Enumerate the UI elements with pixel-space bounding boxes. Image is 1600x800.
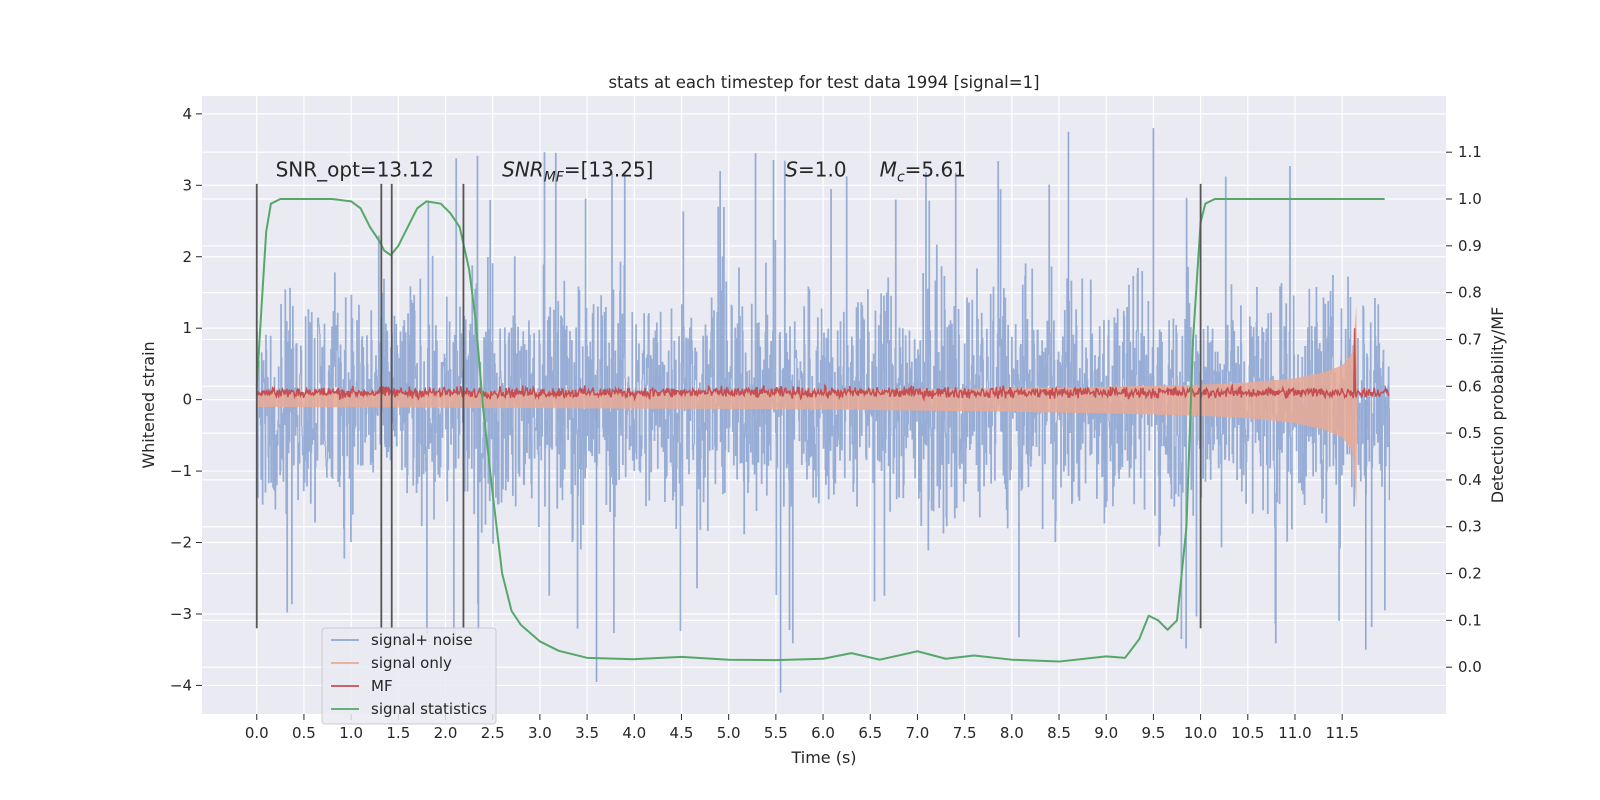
- y-tick-label: −2: [170, 534, 192, 552]
- y2-tick-label: 0.3: [1458, 518, 1482, 536]
- x-tick-label: 4.5: [670, 724, 694, 742]
- y-tick-label: 3: [182, 176, 192, 194]
- legend: signal+ noise signal only MF signal statist…: [321, 627, 497, 725]
- signal-statistics-line: [255, 198, 1385, 663]
- x-tick-label: 3.0: [528, 724, 552, 742]
- y-tick-label: 4: [182, 105, 192, 123]
- x-tick-label: 11.0: [1278, 724, 1311, 742]
- x-tick-label: 10.0: [1184, 724, 1217, 742]
- y2-axis-ticks: 0.0 0.1 0.2 0.3 0.4 0.5 0.6 0.7 0.8 0.9 1.0 1.1: [1446, 143, 1482, 676]
- x-tick-label: 1.5: [386, 724, 410, 742]
- y-tick-label: 0: [182, 391, 192, 409]
- y-tick-label: −3: [170, 605, 192, 623]
- x-tick-label: 7.0: [906, 724, 930, 742]
- y2-tick-label: 0.5: [1458, 424, 1482, 442]
- y2-tick-label: 0.4: [1458, 471, 1482, 489]
- legend-box: [321, 627, 497, 725]
- x-tick-label: 5.5: [764, 724, 788, 742]
- legend-label: signal statistics: [371, 700, 487, 718]
- signal-only-envelope: [256, 304, 1358, 506]
- x-tick-label: 3.5: [575, 724, 599, 742]
- legend-label: MF: [371, 677, 393, 695]
- x-tick-label: 2.5: [481, 724, 505, 742]
- y-tick-label: −1: [170, 462, 192, 480]
- y-axis-label: Whitened strain: [139, 341, 158, 468]
- annotation-text: SNR_opt=13.12: [276, 158, 434, 182]
- legend-label: signal only: [371, 654, 452, 672]
- x-tick-label: 1.0: [339, 724, 363, 742]
- x-tick-label: 6.5: [858, 724, 882, 742]
- y-axis-ticks: −4 −3 −2 −1 0 1 2 3 4: [170, 105, 202, 694]
- x-tick-label: 0.5: [292, 724, 316, 742]
- y2-axis-label: Detection probability/MF: [1488, 307, 1507, 504]
- x-tick-label: 9.0: [1094, 724, 1118, 742]
- y2-tick-label: 0.7: [1458, 330, 1482, 348]
- y2-tick-label: 0.8: [1458, 284, 1482, 302]
- annotation-text: Mc=5.61: [880, 158, 966, 186]
- annotation-text: S=1.0: [785, 158, 846, 182]
- x-tick-label: 11.5: [1325, 724, 1358, 742]
- y2-tick-label: 0.9: [1458, 237, 1482, 255]
- legend-label: signal+ noise: [371, 631, 473, 649]
- x-tick-label: 0.0: [245, 724, 269, 742]
- x-tick-label: 8.0: [1000, 724, 1024, 742]
- x-tick-label: 10.5: [1231, 724, 1264, 742]
- x-tick-label: 8.5: [1047, 724, 1071, 742]
- chart-title: stats at each timestep for test data 199…: [608, 73, 1039, 92]
- y2-tick-label: 1.1: [1458, 143, 1482, 161]
- x-tick-label: 7.5: [953, 724, 977, 742]
- y-tick-label: 2: [182, 248, 192, 266]
- x-tick-label: 9.5: [1141, 724, 1165, 742]
- y-tick-label: −4: [170, 676, 192, 694]
- y-tick-label: 1: [182, 319, 192, 337]
- x-axis-ticks: 0.0 0.5 1.0 1.5 2.0 2.5 3.0 3.5 4.0 4.5 5.0 5.5 6.0 6…: [245, 714, 1359, 742]
- y2-tick-label: 1.0: [1458, 190, 1482, 208]
- annotations: SNR_opt=13.12 SNRMF=[13.25] S=1.0 Mc=5.61: [276, 158, 966, 186]
- x-tick-label: 4.0: [622, 724, 646, 742]
- x-tick-label: 6.0: [811, 724, 835, 742]
- y2-tick-label: 0.0: [1458, 658, 1482, 676]
- x-tick-label: 5.0: [717, 724, 741, 742]
- y2-tick-label: 0.2: [1458, 565, 1482, 583]
- vertical-markers: [255, 183, 1202, 629]
- y2-tick-label: 0.1: [1458, 611, 1482, 629]
- x-tick-label: 2.0: [434, 724, 458, 742]
- x-axis-label: Time (s): [790, 748, 856, 767]
- annotation-text: SNRMF=[13.25]: [502, 158, 653, 186]
- y2-tick-label: 0.6: [1458, 377, 1482, 395]
